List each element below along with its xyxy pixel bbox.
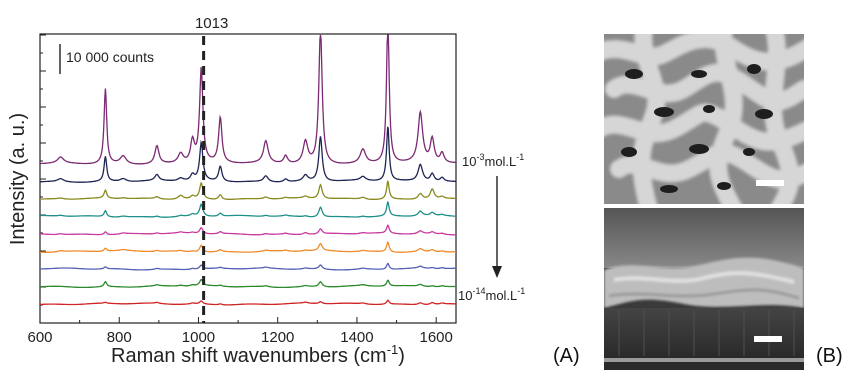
x-ticks: 600 800 1000 1200 1400 1600 bbox=[27, 317, 453, 346]
scale-bar-top bbox=[756, 180, 784, 186]
x-tick-label-1400: 1400 bbox=[340, 329, 373, 346]
series-line-6 bbox=[40, 241, 456, 253]
y-ticks bbox=[40, 34, 46, 324]
x-tick-label-600: 600 bbox=[27, 329, 52, 346]
series-line-4 bbox=[40, 200, 456, 218]
x-tick-label-1000: 1000 bbox=[182, 329, 215, 346]
concentration-top-label: 10-3mol.L-1 bbox=[462, 152, 524, 169]
series-line-5 bbox=[40, 224, 456, 236]
x-axis-title: Raman shift wavenumbers (cm-1) bbox=[111, 342, 405, 367]
scale-bar-bottom bbox=[754, 336, 782, 342]
spectra-series bbox=[39, 34, 457, 306]
panel-a-label: (A) bbox=[553, 345, 580, 367]
sem-cross-texture bbox=[604, 208, 804, 370]
x-tick-label-1200: 1200 bbox=[261, 329, 294, 346]
sem-top-view-image bbox=[604, 34, 804, 204]
series-line-1 bbox=[40, 34, 456, 165]
marker-label: 1013 bbox=[195, 15, 228, 32]
series-line-3 bbox=[39, 179, 457, 200]
series-line-2 bbox=[39, 126, 457, 183]
scale-label: 10 000 counts bbox=[66, 49, 154, 65]
x-tick-label-1600: 1600 bbox=[420, 329, 453, 346]
concentration-bottom-label: 10-14mol.L-1 bbox=[458, 286, 525, 303]
series-line-9 bbox=[39, 299, 457, 306]
decrease-arrow-head bbox=[492, 266, 502, 278]
sem-cross-section-image bbox=[604, 208, 804, 370]
plot-frame bbox=[39, 33, 457, 324]
series-line-8 bbox=[40, 278, 456, 289]
sem-top-texture bbox=[604, 34, 804, 204]
series-line-7 bbox=[40, 262, 456, 271]
panel-b-label: (B) bbox=[816, 345, 843, 367]
y-axis-title: Intensity (a. u.) bbox=[7, 113, 29, 245]
x-tick-label-800: 800 bbox=[107, 329, 132, 346]
